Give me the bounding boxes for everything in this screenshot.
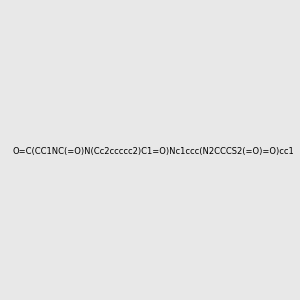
Text: O=C(CC1NC(=O)N(Cc2ccccc2)C1=O)Nc1ccc(N2CCCS2(=O)=O)cc1: O=C(CC1NC(=O)N(Cc2ccccc2)C1=O)Nc1ccc(N2C… [13, 147, 295, 156]
